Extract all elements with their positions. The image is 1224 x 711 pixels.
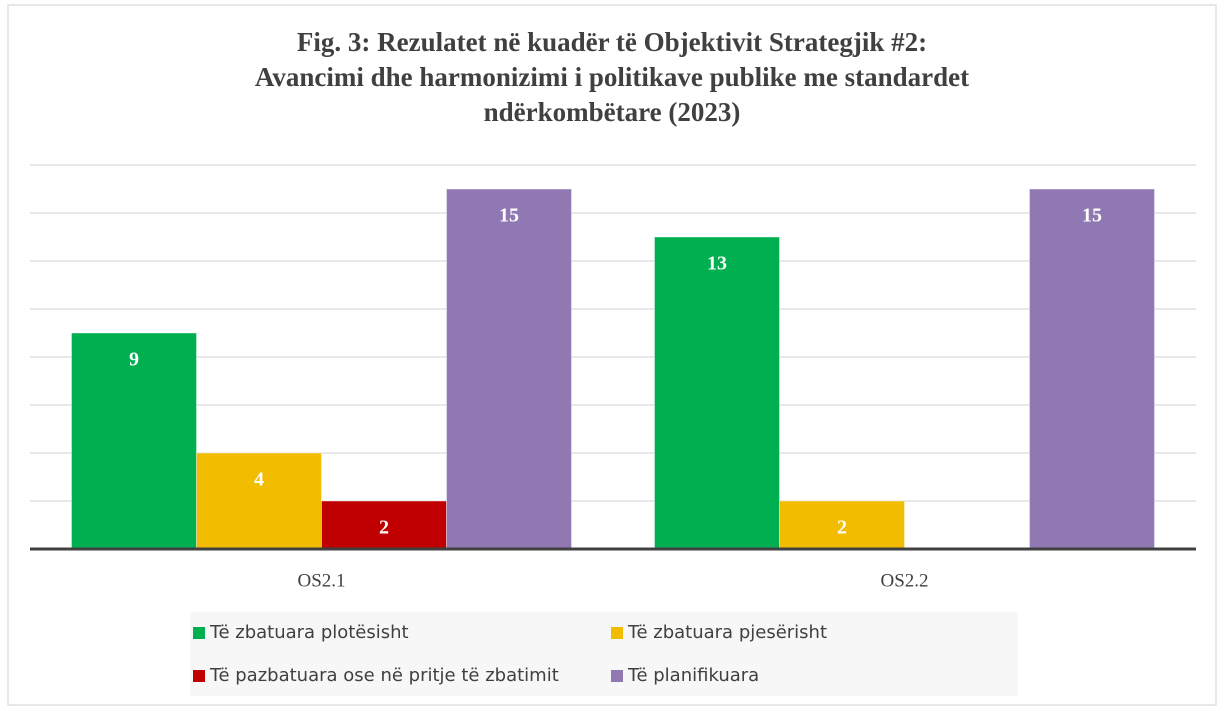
legend-swatch — [193, 627, 205, 639]
bar — [446, 188, 572, 550]
x-tick-label: OS2.1 — [297, 570, 345, 591]
value-label: 2 — [379, 517, 389, 539]
bar — [71, 332, 197, 550]
value-label: 13 — [707, 253, 727, 275]
chart-title: Avancimi dhe harmonizimi i politikave pu… — [255, 62, 969, 92]
bar — [654, 236, 780, 550]
value-label: 4 — [254, 469, 264, 491]
legend-box — [190, 612, 1018, 696]
legend-label: Të zbatuara pjesërisht — [627, 622, 827, 643]
legend-swatch — [611, 627, 623, 639]
value-label: 9 — [129, 349, 139, 371]
value-label: 15 — [1082, 205, 1102, 227]
bar — [321, 500, 447, 550]
legend-swatch — [193, 670, 205, 682]
legend-label: Të planifikuara — [627, 665, 759, 686]
chart-title: ndërkombëtare (2023) — [484, 97, 741, 127]
value-label: 2 — [837, 517, 847, 539]
x-tick-label: OS2.2 — [880, 570, 928, 591]
bar — [1029, 188, 1155, 550]
chart-frame — [7, 4, 1217, 706]
legend-swatch — [611, 670, 623, 682]
value-label: 15 — [499, 205, 519, 227]
bar — [196, 452, 322, 550]
legend-label: Të pazbatuara ose në pritje të zbatimit — [209, 665, 559, 686]
bar — [779, 500, 905, 550]
chart-title: Fig. 3: Rezulatet në kuadër të Objektivi… — [297, 27, 927, 57]
legend-label: Të zbatuara plotësisht — [209, 622, 409, 643]
